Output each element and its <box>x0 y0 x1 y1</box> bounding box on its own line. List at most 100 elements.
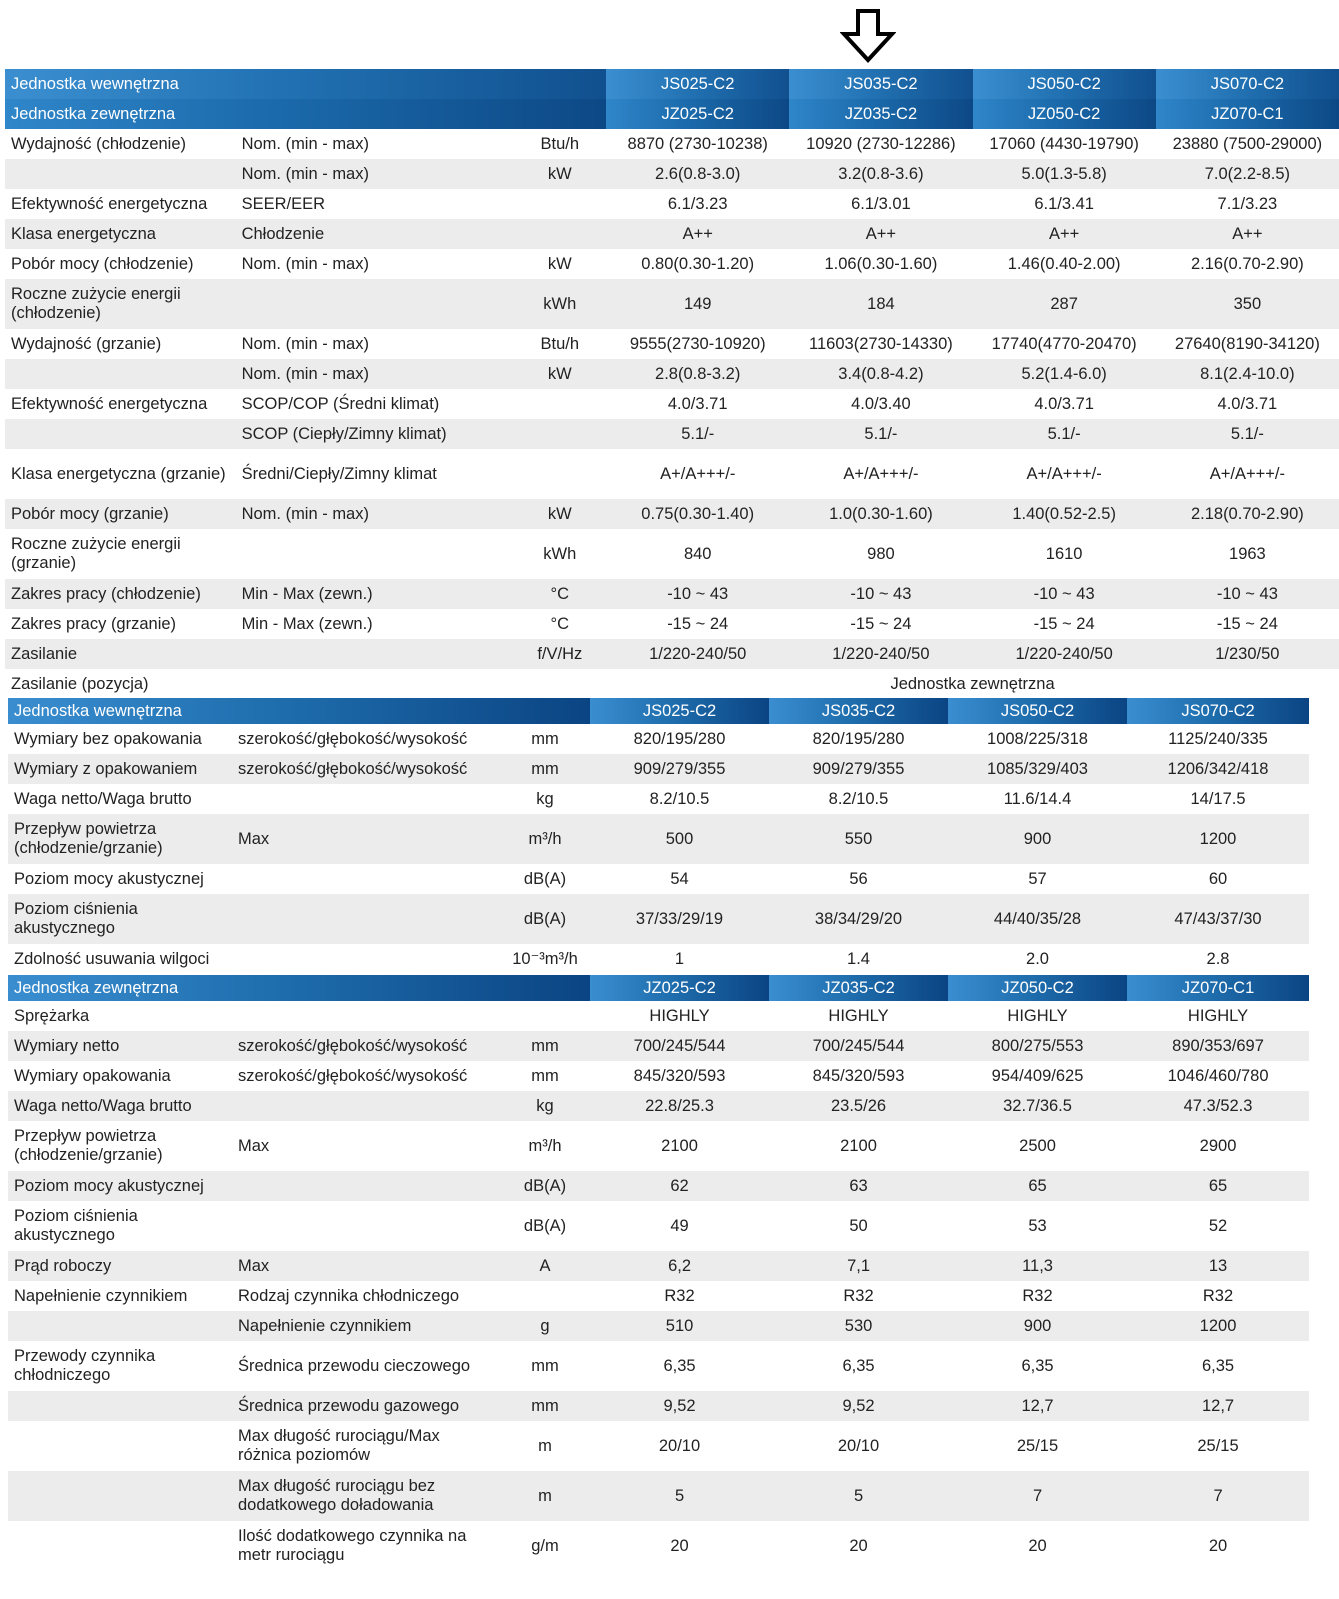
value-cell: 7,1 <box>769 1251 949 1281</box>
condition-label <box>232 1171 500 1201</box>
value-cell: 1046/460/780 <box>1167 1066 1269 1085</box>
value-cell: -10 ~ 43 <box>789 579 973 609</box>
parameter-label: Zasilanie (pozycja) <box>11 674 149 693</box>
value-cell: 500 <box>590 814 769 864</box>
value-cell: 5.2(1.4-6.0) <box>972 359 1156 389</box>
unit-label: °C <box>550 614 570 633</box>
value-cell: 20 <box>1028 1536 1047 1555</box>
value-cell: R32 <box>843 1286 874 1305</box>
parameter-label <box>8 1311 232 1341</box>
unit-label: dB(A) <box>523 1216 567 1235</box>
unit-label: kWh <box>513 279 607 329</box>
condition-label: Min - Max (zewn.) <box>241 614 373 633</box>
value-cell: 2500 <box>1019 1136 1056 1155</box>
model-name: JS035-C2 <box>769 698 948 724</box>
down-arrow-icon <box>840 9 896 63</box>
value-cell: 5.0(1.3-5.8) <box>972 159 1156 189</box>
table-row: Waga netto/Waga brutto kg 22.8/25.3 23.5/26… <box>8 1091 1310 1121</box>
value-cell: 25/15 <box>1197 1436 1239 1455</box>
parameter-label <box>8 1421 232 1471</box>
general-spec-table: Jednostka wewnętrzna JS025-C2 JS035-C2 JS05… <box>5 69 1339 699</box>
table-row: Wydajność (chłodzenie) Nom. (min - max) Bt… <box>5 129 1339 159</box>
value-cell: 7 <box>1127 1471 1310 1521</box>
value-cell: A++ <box>972 219 1156 249</box>
value-cell: 37/33/29/19 <box>590 894 769 944</box>
value-cell: 845/320/593 <box>812 1066 905 1085</box>
value-cell: 52 <box>1208 1216 1228 1235</box>
value-cell: 60 <box>1208 869 1228 888</box>
condition-label: Max <box>238 1136 270 1155</box>
condition-label <box>235 639 514 669</box>
value-cell: 25/15 <box>1016 1436 1059 1455</box>
value-cell: 700/245/544 <box>769 1031 949 1061</box>
unit-label: f/V/Hz <box>513 639 607 669</box>
unit-label: mm <box>500 1391 591 1421</box>
condition-label: Nom. (min - max) <box>235 499 514 529</box>
unit-label: kW <box>547 254 572 273</box>
model-name: JS025-C2 <box>606 69 790 99</box>
value-cell: 12,7 <box>1127 1391 1310 1421</box>
unit-label: °C <box>513 579 607 609</box>
value-cell: 980 <box>867 544 895 563</box>
value-cell: A+/A+++/- <box>660 464 736 483</box>
value-cell: 2900 <box>1199 1136 1237 1155</box>
unit-label: g <box>500 1311 591 1341</box>
table-row: Napełnienie czynnikiem Rodzaj czynnika ch… <box>8 1281 1309 1311</box>
condition-label: szerokość/głębokość/wysokość <box>238 1066 468 1085</box>
parameter-label: Zakres pracy (chłodzenie) <box>5 579 236 609</box>
parameter-label: Roczne zużycie energii (grzanie) <box>11 535 181 572</box>
condition-label: SEER/EER <box>241 194 326 213</box>
table-row: Wydajność (grzanie) Nom. (min - max) Btu/h… <box>5 329 1339 359</box>
parameter-label <box>8 1521 232 1571</box>
value-cell: 0.75(0.30-1.40) <box>606 499 790 529</box>
value-cell: 550 <box>769 814 948 864</box>
unit-label: mm <box>500 1031 591 1061</box>
value-cell: 3.2(0.8-3.6) <box>789 159 973 189</box>
table-row: Średnica przewodu gazowego mm 9,52 9,52 12,7… <box>8 1391 1310 1421</box>
parameter-label: Napełnienie czynnikiem <box>14 1286 188 1305</box>
table-row: Napełnienie czynnikiem g 510 530 900 1200 <box>8 1311 1310 1341</box>
value-cell: 530 <box>769 1311 949 1341</box>
value-cell: 7.1/3.23 <box>1217 194 1278 213</box>
unit-label: Btu/h <box>540 334 580 353</box>
header-row: Jednostka wewnętrzna JS025-C2 JS035-C2 JS05… <box>5 69 1339 99</box>
indoor-unit-table: Jednostka wewnętrzna JS025-C2 JS035-C2 JS05… <box>8 698 1309 974</box>
condition-label <box>235 279 514 329</box>
unit-label: m³/h <box>528 1136 562 1155</box>
parameter-label: Wymiary netto <box>8 1031 232 1061</box>
model-name: JZ070-C1 <box>1127 975 1310 1001</box>
value-cell: 800/275/553 <box>948 1031 1128 1061</box>
value-cell: 8.2/10.5 <box>828 789 889 808</box>
table-row: Poziom mocy akustycznej dB(A) 62 63 65 65 <box>8 1171 1310 1201</box>
parameter-label: Przepływ powietrza (chłodzenie/grzanie) <box>14 1127 163 1164</box>
value-cell: 1200 <box>1127 1311 1310 1341</box>
condition-label: szerokość/głębokość/wysokość <box>232 1031 500 1061</box>
value-cell: -15 ~ 24 <box>1033 614 1095 633</box>
value-cell: 909/279/355 <box>769 754 948 784</box>
unit-label: kg <box>500 1091 591 1121</box>
table-row: Zdolność usuwania wilgoci 10⁻³m³/h 1 1.4 2.0… <box>8 944 1309 974</box>
table-row: Wymiary netto szerokość/głębokość/wysokoś… <box>8 1031 1310 1061</box>
unit-label: kg <box>536 789 554 808</box>
value-cell: A+/A+++/- <box>843 464 919 483</box>
value-cell: 22.8/25.3 <box>590 1091 770 1121</box>
parameter-label: Efektywność energetyczna <box>11 394 208 413</box>
unit-label <box>513 189 606 219</box>
header-label: Jednostka wewnętrzna <box>5 69 607 99</box>
value-cell: 6.1/3.41 <box>1034 194 1094 213</box>
value-cell: 1085/329/403 <box>948 754 1127 784</box>
value-cell: 840 <box>683 544 712 563</box>
value-cell: 2100 <box>840 1136 877 1155</box>
value-cell: 700/245/544 <box>590 1031 770 1061</box>
value-cell: 1.4 <box>847 949 870 968</box>
condition-label: Max <box>232 1251 500 1281</box>
value-cell: 13 <box>1127 1251 1310 1281</box>
table-row: Klasa energetyczna (grzanie) Średni/Ciepł… <box>5 449 1339 499</box>
value-cell: -10 ~ 43 <box>1155 579 1339 609</box>
header-label: Jednostka zewnętrzna <box>5 99 607 129</box>
unit-label: kW <box>513 159 607 189</box>
value-cell: 38/34/29/20 <box>769 894 948 944</box>
value-cell: HIGHLY <box>1007 1006 1068 1025</box>
condition-label: Napełnienie czynnikiem <box>232 1311 500 1341</box>
value-cell: 1/220-240/50 <box>972 639 1156 669</box>
